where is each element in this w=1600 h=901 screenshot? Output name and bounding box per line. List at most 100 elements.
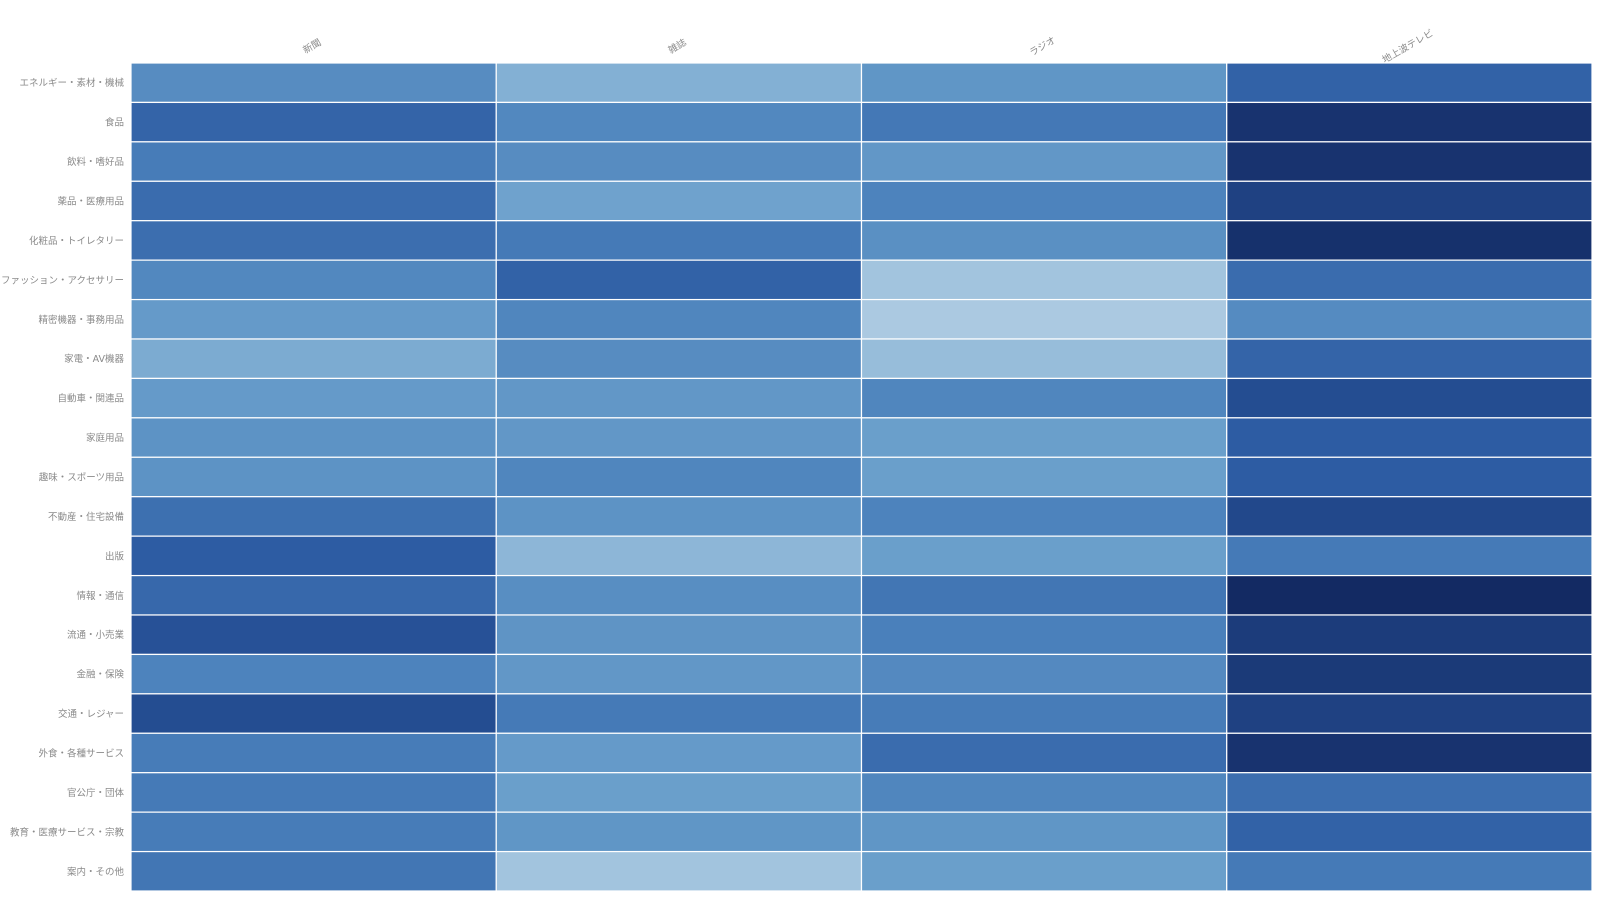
heatmap-cell	[860, 693, 1228, 734]
heatmap-cell	[130, 377, 497, 419]
heatmap-cell	[1226, 574, 1593, 616]
heatmap-cell	[495, 220, 863, 261]
row-label: ファッション・アクセサリー	[1, 275, 124, 286]
heatmap-cell	[130, 732, 497, 774]
heatmap-cell	[1226, 338, 1593, 380]
row-label: 外食・各種サービス	[38, 748, 124, 760]
heatmap-cell	[1226, 298, 1593, 340]
heatmap-cell	[130, 298, 497, 340]
heatmap-cell	[860, 101, 1228, 143]
heatmap-cell	[860, 850, 1228, 892]
heatmap-cell	[495, 574, 863, 616]
heatmap-cell	[1226, 535, 1593, 577]
heatmap-cell	[860, 496, 1228, 537]
heatmap-cell	[495, 693, 863, 734]
column-label: 雑誌	[666, 36, 689, 56]
row-labels: エネルギー・素材・機械食品飲料・嗜好品薬品・医療用品化粧品・トイレタリーファッシ…	[1, 77, 125, 878]
row-label: 食品	[105, 117, 124, 129]
row-label: 官公庁・団体	[67, 787, 125, 799]
heatmap-cell	[130, 62, 497, 104]
heatmap-cell	[130, 811, 497, 853]
heatmap-cell	[860, 298, 1228, 340]
heatmap-cell	[130, 693, 497, 734]
heatmap-cell	[495, 496, 863, 537]
heatmap-cell	[860, 220, 1228, 261]
heatmap-cell	[495, 614, 863, 656]
heatmap-cell	[130, 417, 497, 458]
heatmap-cell	[1226, 141, 1593, 182]
heatmap-cell	[495, 298, 863, 340]
row-label: エネルギー・素材・機械	[19, 77, 124, 89]
heatmap-cell	[1226, 850, 1593, 892]
row-label: 不動産・住宅設備	[48, 511, 124, 523]
heatmap-cell	[1226, 614, 1593, 656]
heatmap-cell	[1226, 62, 1593, 104]
row-label: 出版	[105, 550, 125, 562]
heatmap-cell	[130, 456, 497, 498]
row-label: 案内・その他	[67, 866, 125, 878]
row-label: 金融・保険	[76, 669, 124, 681]
heatmap-cell	[860, 772, 1228, 813]
heatmap-cell	[495, 850, 863, 892]
heatmap-cell	[495, 101, 863, 143]
heatmap-cell	[1226, 772, 1593, 813]
heatmap-cell	[130, 338, 497, 380]
heatmap-cell	[495, 417, 863, 458]
row-label: 精密機器・事務用品	[38, 314, 124, 326]
heatmap-cell	[495, 180, 863, 222]
heatmap-cell	[495, 338, 863, 380]
heatmap-cell	[1226, 417, 1593, 458]
heatmap-cell	[1226, 101, 1593, 143]
heatmap-cell	[1226, 653, 1593, 695]
row-label: 家庭用品	[86, 432, 124, 444]
heatmap-cell	[1226, 732, 1593, 774]
heatmap-cell	[130, 653, 497, 695]
row-label: 自動車・関連品	[57, 393, 124, 405]
heatmap-cell	[130, 772, 497, 813]
row-label: 教育・医療サービス・宗教	[10, 826, 125, 838]
heatmap-cell	[860, 614, 1228, 656]
heatmap-cell	[1226, 180, 1593, 222]
heatmap-cell	[130, 535, 497, 577]
heatmap-cell	[130, 180, 497, 222]
heatmap-cell	[860, 653, 1228, 695]
row-label: 家電・AV機器	[64, 353, 124, 365]
heatmap-cell	[860, 811, 1228, 853]
heatmap-cell	[1226, 456, 1593, 498]
heatmap-cell	[1226, 377, 1593, 419]
heatmap-cell	[860, 574, 1228, 616]
heatmap-cell	[1226, 220, 1593, 261]
heatmap-cell	[860, 456, 1228, 498]
column-label: 新聞	[301, 36, 323, 56]
heatmap-cell	[130, 574, 497, 616]
heatmap-cell	[860, 180, 1228, 222]
heatmap-cell	[1226, 811, 1593, 853]
row-label: 情報・通信	[76, 590, 124, 602]
heatmap-cell	[495, 772, 863, 813]
heatmap-cell	[495, 653, 863, 695]
heatmap-cells	[130, 62, 1593, 892]
heatmap-cell	[1226, 693, 1593, 734]
heatmap-cell	[130, 850, 497, 892]
heatmap-cell	[860, 377, 1228, 419]
heatmap-cell	[860, 417, 1228, 458]
column-labels: 新聞 雑誌 ラジオ 地上波テレビ	[301, 27, 1436, 66]
heatmap-cell	[495, 377, 863, 419]
row-label: 薬品・医療用品	[57, 196, 124, 208]
heatmap-cell	[860, 338, 1228, 380]
column-label: ラジオ	[1028, 35, 1058, 59]
heatmap-cell	[860, 259, 1228, 301]
heatmap-cell	[130, 220, 497, 261]
row-label: 飲料・嗜好品	[67, 156, 124, 168]
heatmap-cell	[495, 456, 863, 498]
column-label: 地上波テレビ	[1380, 27, 1435, 66]
heatmap-cell	[1226, 496, 1593, 537]
heatmap-cell	[860, 732, 1228, 774]
heatmap-cell	[860, 62, 1228, 104]
heatmap-cell	[130, 496, 497, 537]
row-label: 化粧品・トイレタリー	[29, 235, 124, 247]
heatmap-cell	[130, 259, 497, 301]
heatmap-cell	[495, 535, 863, 577]
heatmap-cell	[130, 614, 497, 656]
